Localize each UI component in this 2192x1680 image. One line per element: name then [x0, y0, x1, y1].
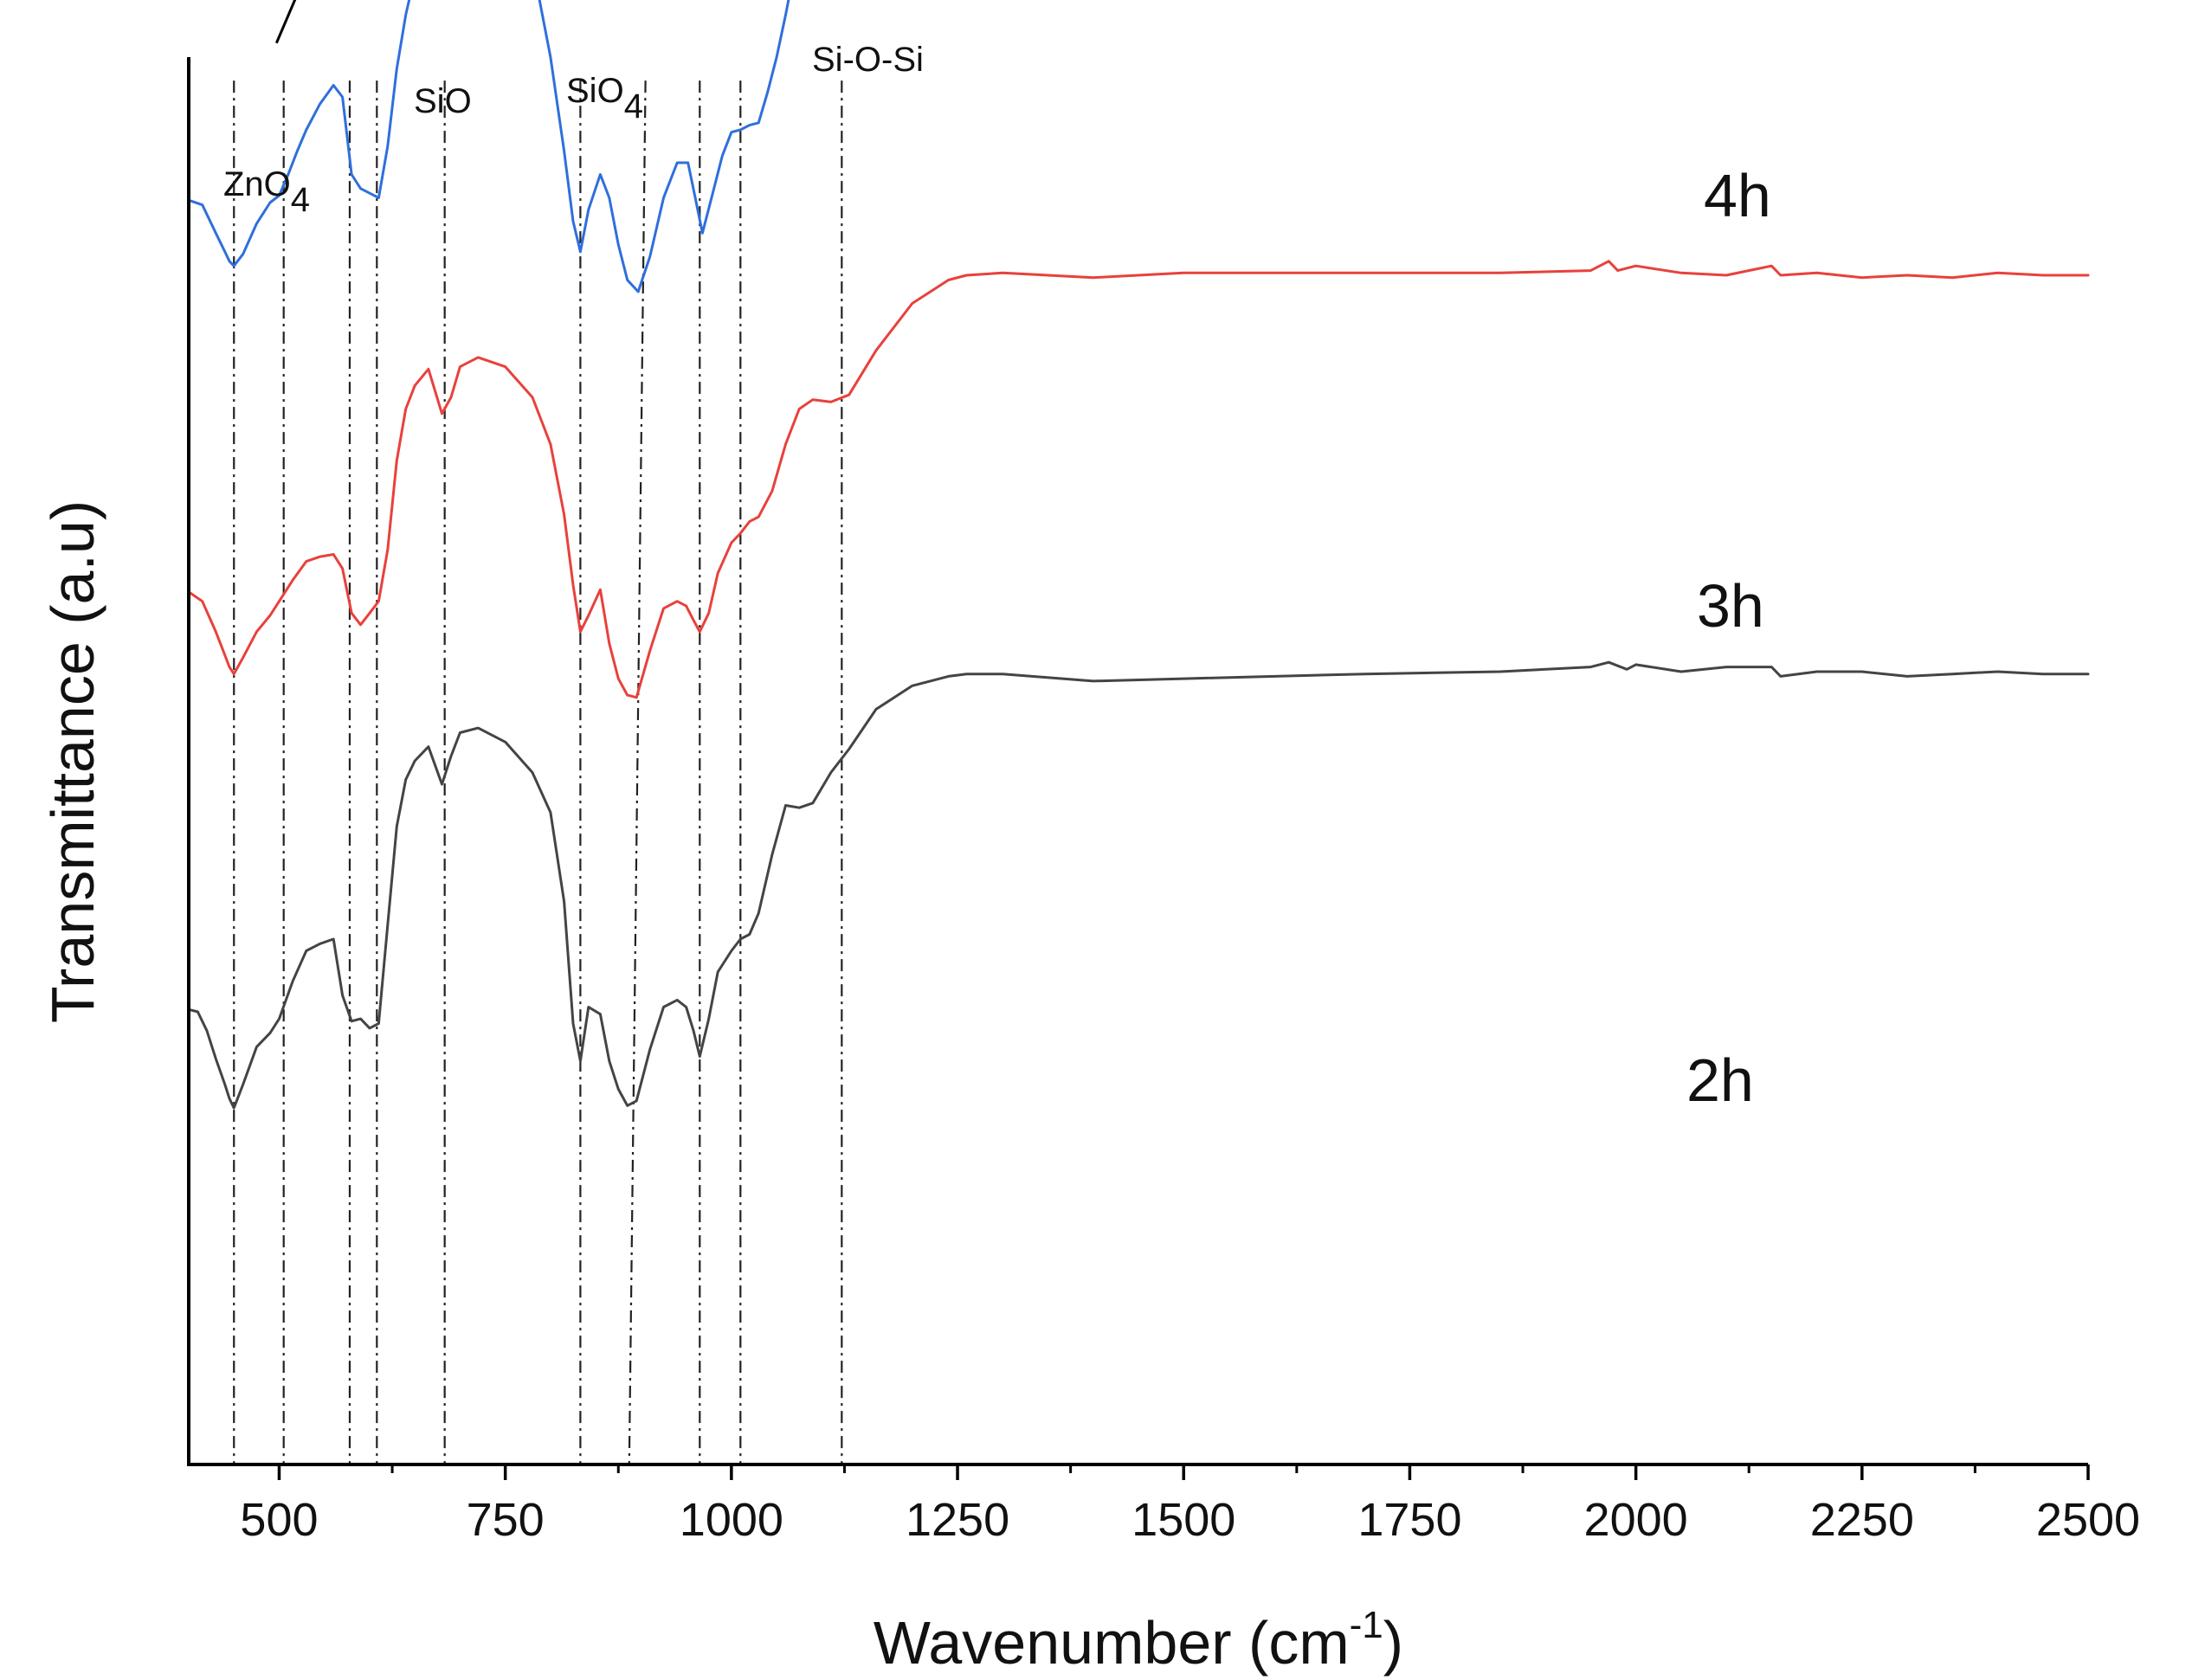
series-line-2h	[187, 660, 2090, 1110]
x-axis-title: Wavenumber (cm-1)	[874, 1604, 1403, 1677]
peak-label-sio: SiO	[414, 82, 472, 120]
reference-lines	[233, 80, 843, 1465]
x-tick-label-1000: 1000	[680, 1494, 783, 1546]
peak-label-si-o-si: Si-O-Si	[812, 41, 924, 79]
series-line-3h	[187, 260, 2090, 699]
reference-line-6	[628, 80, 647, 1465]
series-line-4h	[187, 0, 790, 293]
peak-label-si-o-si-main: Si-O-Si	[812, 41, 924, 79]
x-axis-title-superscript: -1	[1350, 1604, 1383, 1646]
x-tick-label-2500: 2500	[2036, 1494, 2140, 1546]
peak-label-zno4: ZnO4	[223, 165, 310, 219]
x-tick-label-750: 750	[467, 1494, 545, 1546]
annotation-arrows	[274, 0, 297, 44]
x-tick-label-500: 500	[240, 1494, 318, 1546]
peak-label-sio4-sub: 4	[624, 87, 643, 126]
x-axis-title-main: Wavenumber (cm	[874, 1609, 1350, 1677]
peak-label-sio4-main: SiO	[566, 72, 624, 110]
curve-label-3h: 3h	[1697, 572, 1764, 640]
peak-label-zno4-main: ZnO	[223, 165, 291, 203]
x-tick-label-1500: 1500	[1131, 1494, 1235, 1546]
y-axis-title: Transmittance (a.u)	[39, 500, 106, 1023]
x-ticks: 500 750 1000 1250 1500 1750 2000 2250 2500	[240, 1464, 2140, 1546]
x-tick-label-2250: 2250	[1810, 1494, 1914, 1546]
annotation-arrow-0	[274, 0, 297, 44]
peak-label-sio4: SiO4	[566, 72, 643, 126]
peak-label-zno4-sub: 4	[291, 181, 310, 219]
x-tick-label-1250: 1250	[906, 1494, 1009, 1546]
x-tick-label-2000: 2000	[1584, 1494, 1688, 1546]
curve-label-2h: 2h	[1686, 1046, 1754, 1114]
x-tick-label-1750: 1750	[1357, 1494, 1461, 1546]
x-axis-title-suffix: )	[1383, 1609, 1403, 1677]
series-group	[187, 0, 2090, 1110]
peak-label-sio-main: SiO	[414, 82, 472, 120]
curve-label-4h: 4h	[1704, 162, 1771, 229]
